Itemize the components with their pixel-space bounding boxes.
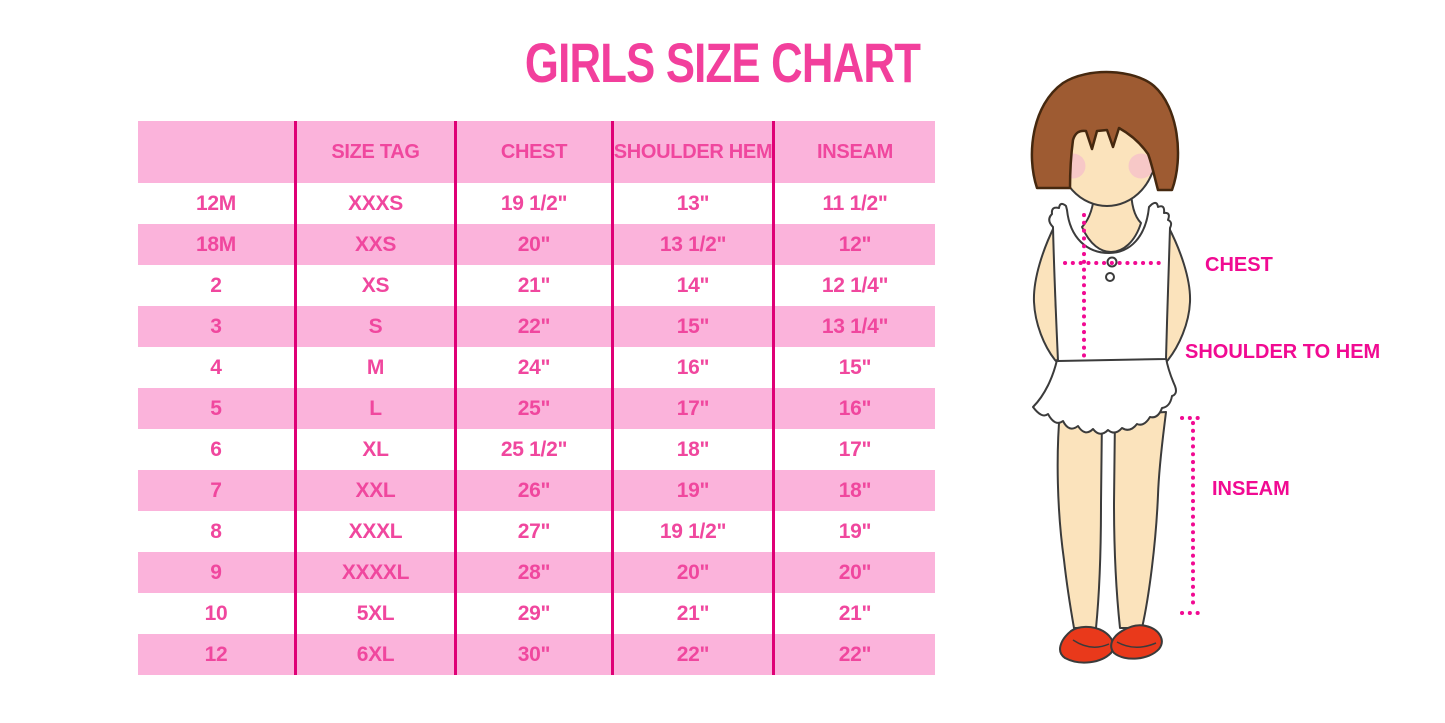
- table-cell: 13": [614, 183, 775, 224]
- table-cell: 29": [457, 593, 614, 634]
- blush-right: [1128, 153, 1154, 179]
- table-cell: 15": [838, 355, 872, 379]
- table-cell: 12 1/4": [821, 273, 889, 297]
- table-cell: 27": [457, 511, 614, 552]
- table-cell: 16": [614, 347, 775, 388]
- shoe-strap-left: [1072, 639, 1110, 648]
- table-cell: 18": [838, 478, 872, 502]
- table-cell: 18M: [138, 224, 297, 265]
- table-cell: XXXXL: [297, 552, 457, 593]
- table-row: 3 S 22" 15" 13 1/4": [138, 306, 935, 347]
- table-cell: 21": [614, 593, 775, 634]
- girl-shoe-left: [1059, 625, 1115, 664]
- table-cell: 20": [614, 552, 775, 593]
- table-cell: XXS: [297, 224, 457, 265]
- table-cell: XXL: [297, 470, 457, 511]
- table-row: 12M XXXS 19 1/2" 13" 11 1/2": [138, 183, 935, 224]
- table-cell: 3: [138, 306, 297, 347]
- table-cell: 22": [614, 634, 775, 675]
- table-cell: 22": [457, 306, 614, 347]
- column-header: SIZE TAG: [297, 121, 457, 183]
- girl-leg-right: [1113, 411, 1167, 629]
- table-cell: 19 1/2": [457, 183, 614, 224]
- table-cell: 14": [614, 265, 775, 306]
- girl-shoe-right: [1110, 624, 1163, 660]
- table-cell: 30": [457, 634, 614, 675]
- table-cell: 20": [457, 224, 614, 265]
- table-row: 5 L 25" 17" 16": [138, 388, 935, 429]
- table-cell: XXXL: [297, 511, 457, 552]
- table-cell: 20": [838, 560, 872, 584]
- table-cell: 19": [614, 470, 775, 511]
- table-cell: XXXS: [297, 183, 457, 224]
- inseam-label: INSEAM: [1212, 478, 1290, 500]
- table-cell: 15": [614, 306, 775, 347]
- table-cell: 28": [457, 552, 614, 593]
- table-row: 8 XXXL 27" 19 1/2" 19": [138, 511, 935, 552]
- table-row: 12 6XL 30" 22" 22": [138, 634, 935, 675]
- table-cell: 7: [138, 470, 297, 511]
- table-cell: 19 1/2": [614, 511, 775, 552]
- table-row: 9 XXXXL 28" 20" 20": [138, 552, 935, 593]
- top-button-2: [1105, 272, 1115, 282]
- column-header: CHEST: [457, 121, 614, 183]
- table-cell: 16": [838, 396, 872, 420]
- column-header: [138, 121, 297, 183]
- table-cell: 17": [838, 437, 872, 461]
- table-cell: 11 1/2": [822, 191, 888, 215]
- girl-leg-left: [1056, 409, 1103, 629]
- chest-label: CHEST: [1205, 254, 1273, 276]
- table-cell: 2: [138, 265, 297, 306]
- table-cell: S: [297, 306, 457, 347]
- table-cell: 6XL: [297, 634, 457, 675]
- table-cell: 6: [138, 429, 297, 470]
- shoe-strap-right: [1116, 641, 1157, 648]
- table-cell: XS: [297, 265, 457, 306]
- table-cell: 5XL: [297, 593, 457, 634]
- table-cell: 12: [138, 634, 297, 675]
- table-cell: XL: [297, 429, 457, 470]
- size-table: SIZE TAG CHEST SHOULDER HEM INSEAM 12M XXXS 19…: [138, 121, 935, 675]
- table-row: 4 M 24" 16" 15": [138, 347, 935, 388]
- table-cell: 19": [838, 519, 872, 543]
- table-cell: 21": [457, 265, 614, 306]
- table-row: 18M XXS 20" 13 1/2" 12": [138, 224, 935, 265]
- table-cell: 17": [614, 388, 775, 429]
- table-row: 6 XL 25 1/2" 18" 17": [138, 429, 935, 470]
- table-cell: 10: [138, 593, 297, 634]
- column-header: INSEAM: [817, 140, 893, 163]
- table-cell: 24": [457, 347, 614, 388]
- table-cell: 25 1/2": [457, 429, 614, 470]
- girl-hair: [1030, 70, 1180, 192]
- table-cell: 22": [838, 642, 872, 666]
- table-cell: 4: [138, 347, 297, 388]
- table-cell: 8: [138, 511, 297, 552]
- shoulder-to-hem-label: SHOULDER TO HEM: [1185, 341, 1381, 363]
- table-cell: 25": [457, 388, 614, 429]
- table-cell: 12M: [138, 183, 297, 224]
- table-cell: 26": [457, 470, 614, 511]
- table-cell: M: [297, 347, 457, 388]
- table-cell: 18": [614, 429, 775, 470]
- table-cell: 9: [138, 552, 297, 593]
- table-row: 7 XXL 26" 19" 18": [138, 470, 935, 511]
- table-cell: L: [297, 388, 457, 429]
- column-header: SHOULDER HEM: [614, 121, 775, 183]
- girl-skirt: [1032, 357, 1177, 435]
- table-cell: 5: [138, 388, 297, 429]
- table-cell: 12": [838, 232, 872, 256]
- table-row: 10 5XL 29" 21" 21": [138, 593, 935, 634]
- girl-illustration: [1030, 70, 1206, 664]
- table-cell: 13 1/4": [821, 314, 889, 338]
- table-header-row: SIZE TAG CHEST SHOULDER HEM INSEAM: [138, 121, 935, 183]
- table-row: 2 XS 21" 14" 12 1/4": [138, 265, 935, 306]
- table-cell: 13 1/2": [614, 224, 775, 265]
- page-title: GIRLS SIZE CHART: [524, 31, 921, 94]
- table-cell: 21": [838, 601, 872, 625]
